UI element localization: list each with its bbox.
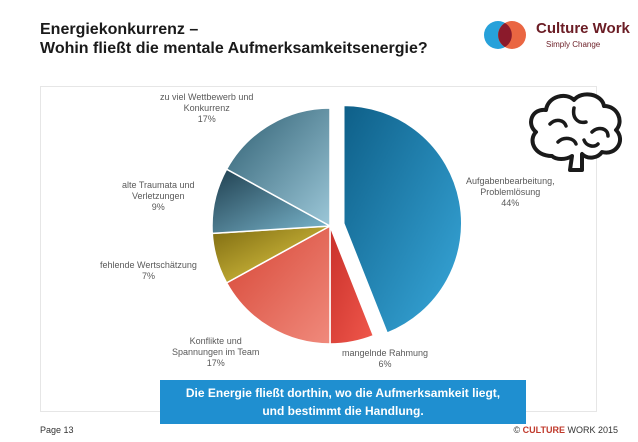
slice-label-text: Problemlösung [480,187,541,197]
pie-slice-2 [225,224,331,345]
logo-wordmark: Culture Work [536,20,630,37]
slice-label-wertschaetzung: fehlende Wertschätzung 7% [100,260,197,282]
slice-label-rahmung: mangelnde Rahmung 6% [342,348,428,370]
slice-percent-label: 17% [206,358,225,368]
copyright: © CULTURE WORK 2015 [514,425,619,435]
slide-title: Energiekonkurrenz – Wohin fließt die men… [40,20,428,58]
banner-line-1: Die Energie fließt dorthin, wo die Aufme… [185,386,501,400]
slice-label-text: zu viel Wettbewerb und [160,92,254,102]
slice-label-traumata: alte Traumata und Verletzungen 9% [122,180,195,213]
slice-label-konflikte: Konflikte und Spannungen im Team 17% [172,336,259,369]
slice-percent-label: 44% [501,198,520,208]
slice-label-wettbewerb: zu viel Wettbewerb und Konkurrenz 17% [160,92,253,125]
slice-label-text: Aufgabenbearbeitung, [466,176,555,186]
slice-label-text: mangelnde Rahmung [342,348,429,358]
culture-work-logo: Culture Work Simply Change [482,14,630,56]
slice-label-aufgaben: Aufgabenbearbeitung, Problemlösung 44% [466,176,555,209]
slice-label-text: fehlende Wertschätzung [100,260,197,270]
slice-percent-label: 9% [151,202,165,212]
slice-percent-label: 7% [141,271,155,281]
logo-tagline: Simply Change [546,40,601,49]
slice-label-text: Konkurrenz [183,103,230,113]
copyright-brand: CULTURE [522,425,565,435]
title-line-1: Energiekonkurrenz – [40,21,199,38]
slice-percent-label: 6% [378,359,392,369]
slice-label-text: Spannungen im Team [172,347,260,357]
title-line-2: Wohin fließt die mentale Aufmerksamkeits… [40,40,428,57]
slice-label-text: Verletzungen [132,191,185,201]
pie-slice-5 [225,107,331,228]
copyright-prefix: © [513,425,523,435]
slice-label-text: alte Traumata und [122,180,195,190]
logo-circles-icon [484,21,526,49]
brain-icon [529,92,622,172]
slice-label-text: Konflikte und [189,336,242,346]
banner-line-2: und bestimmt die Handlung. [262,404,424,418]
slice-percent-label: 17% [197,114,216,124]
copyright-suffix: WORK 2015 [564,425,618,435]
key-message-banner: Die Energie fließt dorthin, wo die Aufme… [160,380,526,424]
pie-slice-0 [343,104,463,335]
page-number: Page 13 [40,425,74,435]
